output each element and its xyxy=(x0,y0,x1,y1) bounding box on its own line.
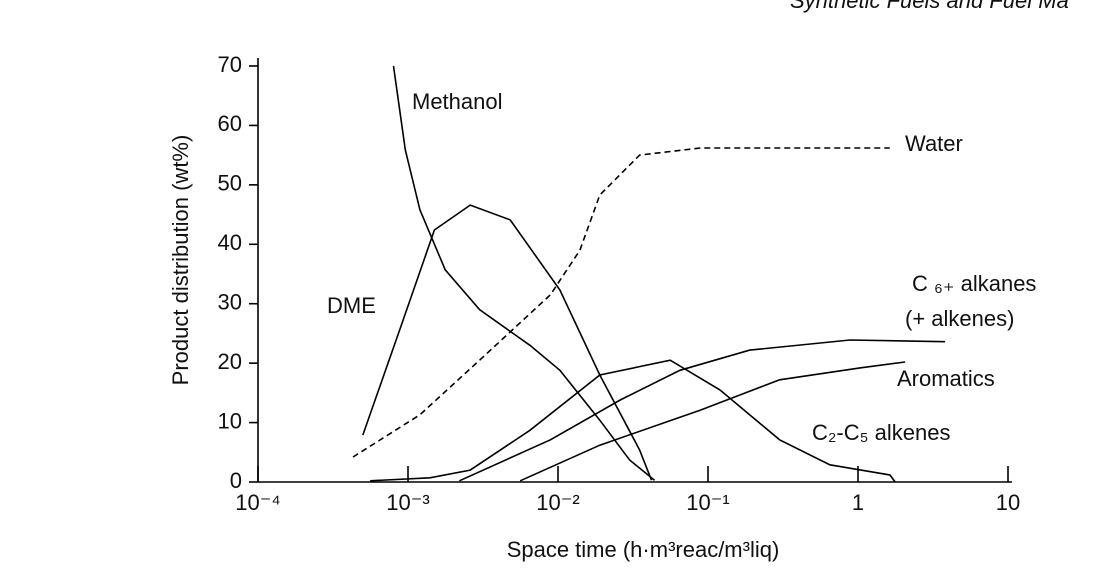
x-tick-label: 10⁻¹ xyxy=(686,490,729,515)
x-tick-label: 10⁻³ xyxy=(386,490,429,515)
y-tick-label: 30 xyxy=(218,290,242,315)
y-tick-label: 50 xyxy=(218,171,242,196)
series-line xyxy=(519,361,906,482)
series-label: C₂-C₅ alkenes xyxy=(812,420,950,445)
x-tick-label: 10⁻² xyxy=(536,490,579,515)
y-tick-label: 20 xyxy=(218,349,242,374)
series-label: Water xyxy=(905,131,963,156)
series-line xyxy=(392,65,656,481)
y-tick-label: 70 xyxy=(218,52,242,77)
x-tick-label: 10 xyxy=(996,490,1020,515)
x-tick-label: 1 xyxy=(852,490,864,515)
series-label: C ₆₊ alkanes xyxy=(912,271,1036,296)
series-line xyxy=(362,204,653,481)
x-tick-label: 10⁻⁴ xyxy=(235,490,281,515)
series-label: DME xyxy=(327,293,376,318)
y-tick-label: 0 xyxy=(230,468,242,493)
series-line xyxy=(352,147,890,458)
series-line xyxy=(459,339,946,482)
series-label: Aromatics xyxy=(897,366,995,391)
x-axis-label: Space time (h·m³reac/m³liq) xyxy=(507,537,780,562)
y-tick-label: 60 xyxy=(218,111,242,136)
series-label: Methanol xyxy=(412,89,503,114)
annotation: (+ alkenes) xyxy=(905,306,1014,331)
y-axis-label: Product distribution (wt%) xyxy=(168,135,193,386)
series-line xyxy=(370,359,896,483)
y-tick-label: 10 xyxy=(218,408,242,433)
page-header: Synthetic Fuels and Fuel Ma xyxy=(790,0,1069,13)
y-tick-label: 40 xyxy=(218,230,242,255)
